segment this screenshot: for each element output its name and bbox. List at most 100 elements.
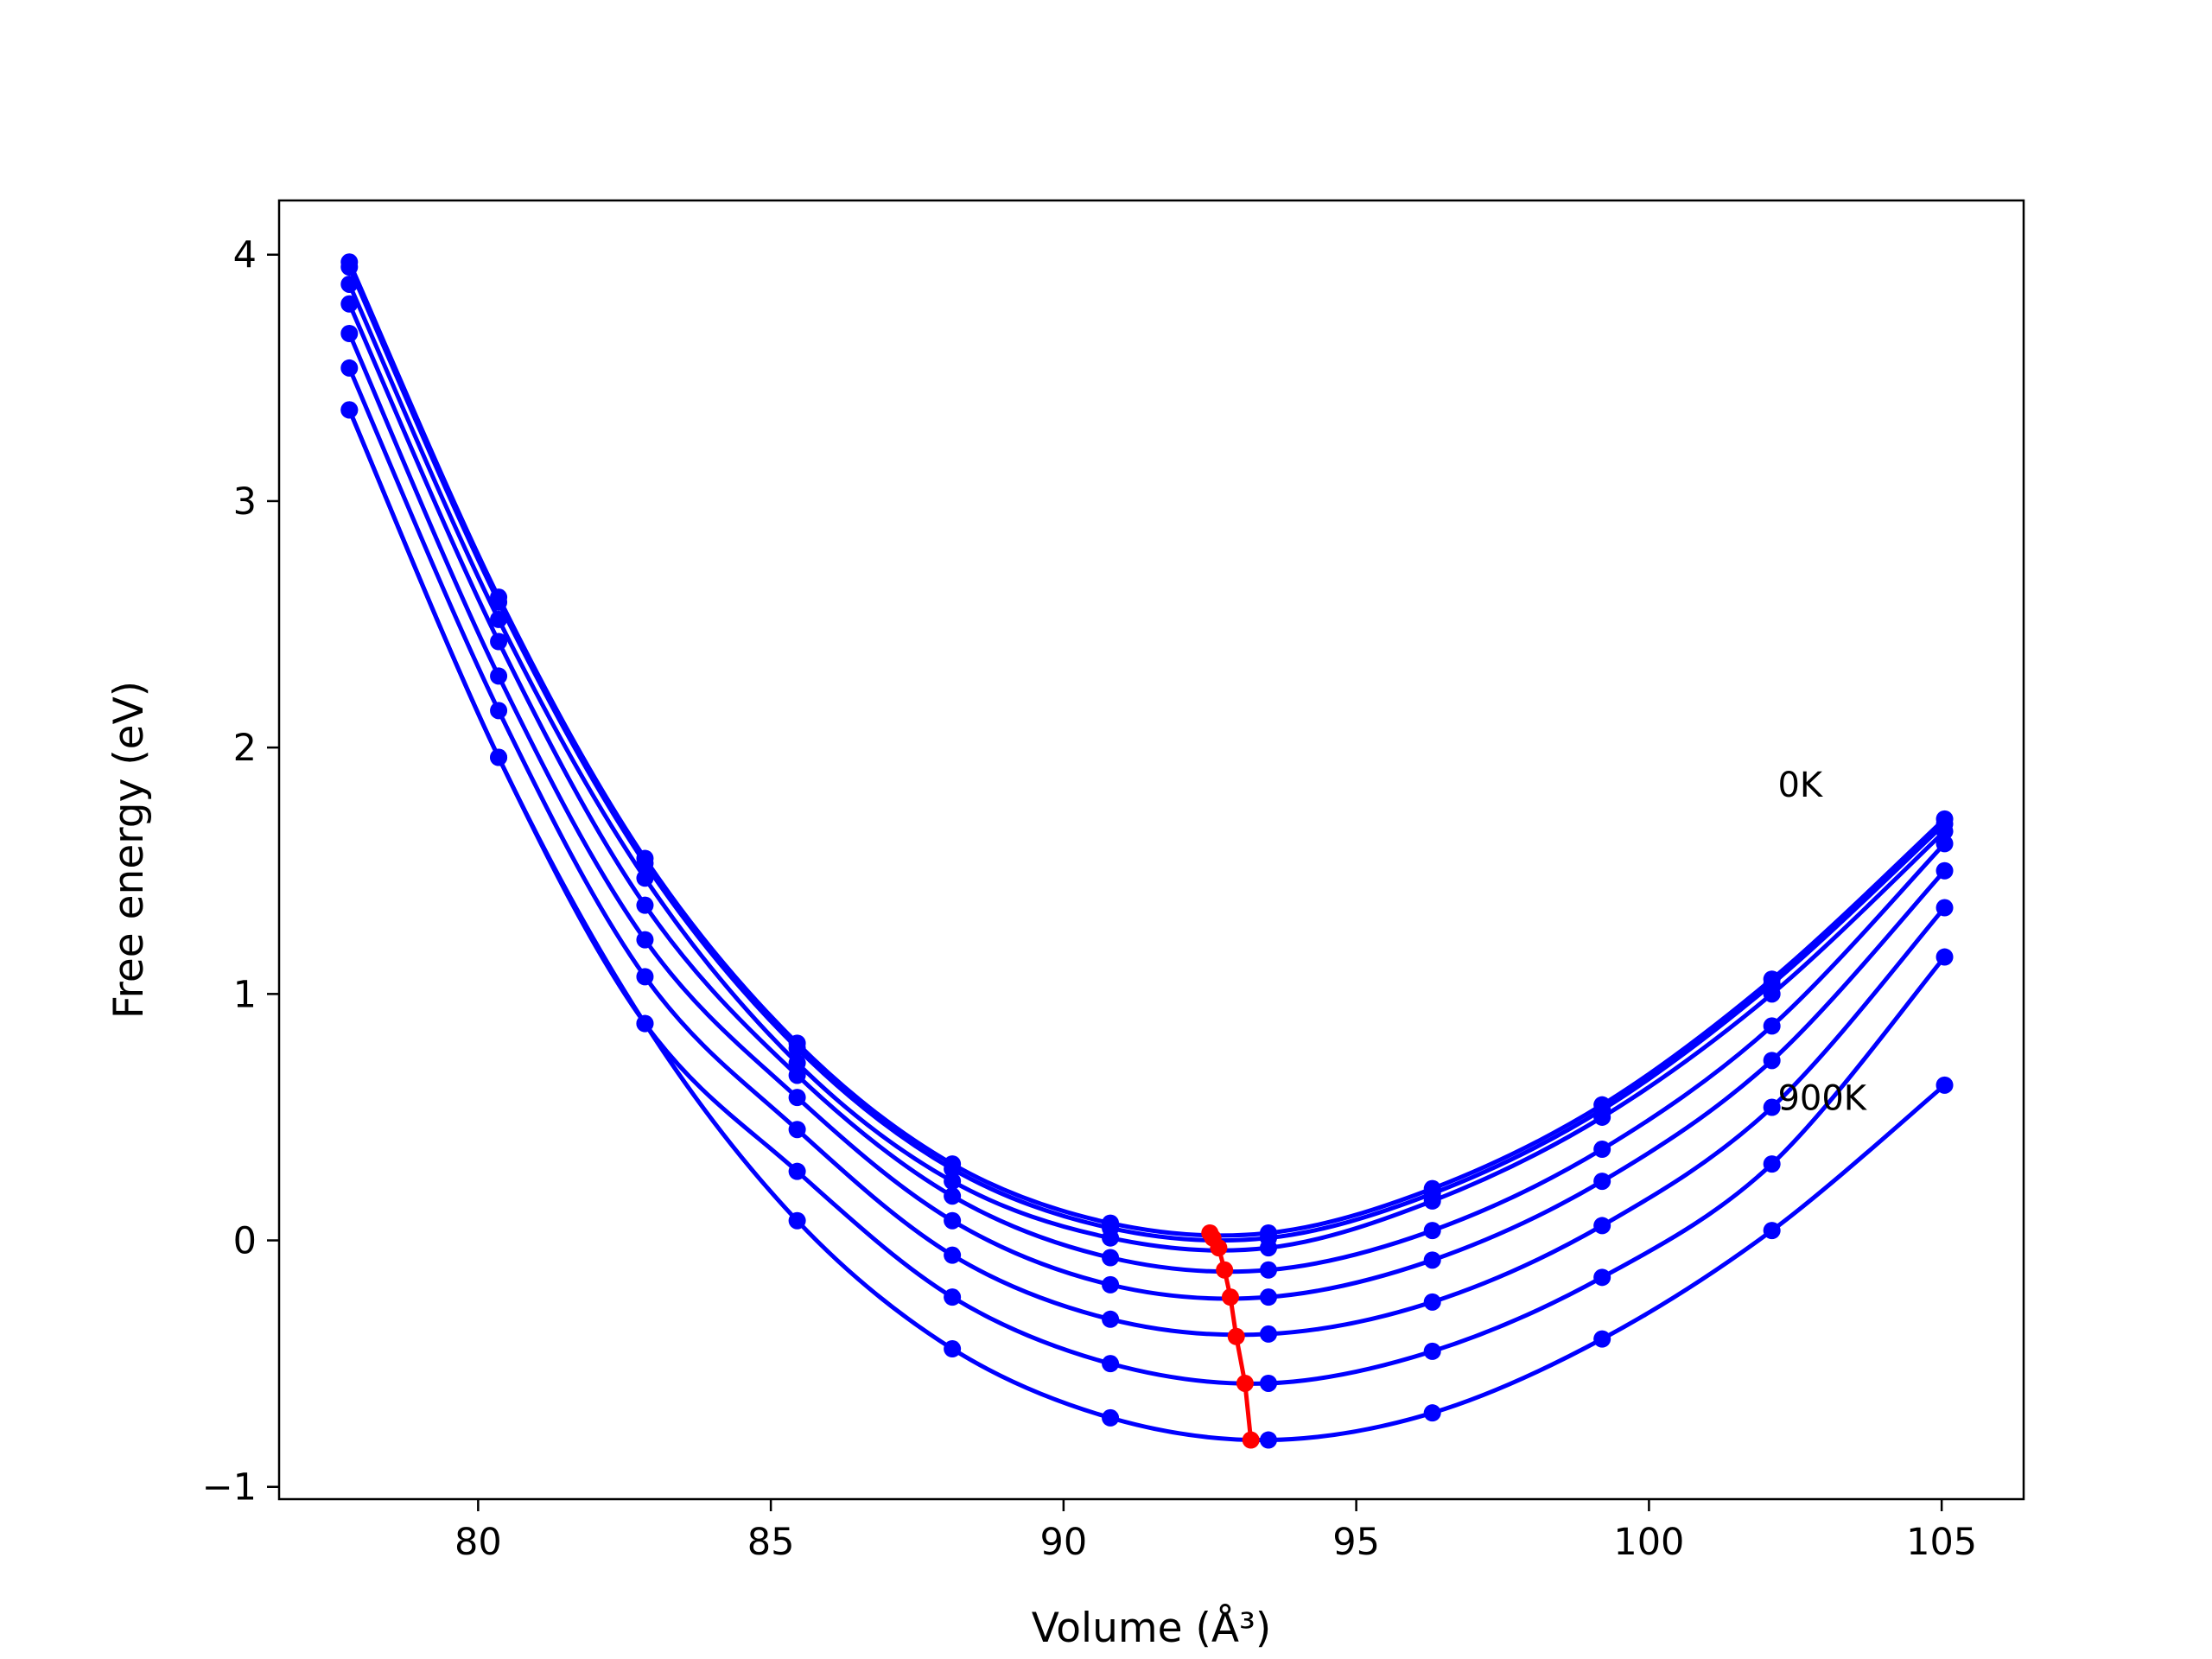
y-tick-label: 4 [233,234,257,277]
data-point [636,1014,654,1033]
data-point [340,359,359,377]
x-axis-label: Volume (Å³) [1032,1605,1271,1652]
data-point [1102,1408,1120,1427]
data-point [1763,1052,1781,1070]
data-point [788,1211,806,1230]
minima-series [1201,1224,1260,1449]
series-line [347,302,1947,1274]
series-5 [340,325,1954,1306]
x-tick-label: 105 [1906,1521,1977,1564]
series-line [347,265,1947,1243]
data-point [490,702,508,720]
y-axis-ticks: −1 0 1 2 3 4 [202,234,279,1510]
series-line [347,409,1947,1443]
y-tick-label: 2 [233,727,257,770]
minima-point [1210,1239,1228,1257]
y-tick-label: 0 [233,1220,257,1263]
data-point [1423,1222,1441,1240]
data-point [944,1288,962,1306]
data-point [636,869,654,887]
data-point [490,667,508,685]
data-point [1763,1222,1781,1240]
data-point [944,1173,962,1191]
annotation-label: 900K [1777,1078,1867,1118]
minima-point [1216,1261,1234,1279]
x-tick-label: 100 [1613,1521,1684,1564]
data-point [788,1039,806,1058]
series-line [347,333,1947,1301]
data-point [1102,1275,1120,1294]
data-point [788,1066,806,1084]
data-point [1593,1330,1611,1348]
x-axis-ticks: 80 85 90 95 100 105 [454,1499,1977,1564]
series-2 [340,258,1954,1247]
series-line [347,283,1947,1253]
data-point [1936,899,1954,917]
data-point [1936,861,1954,880]
data-point [1102,1249,1120,1267]
data-point [788,1121,806,1139]
data-point [788,1162,806,1180]
data-point [490,748,508,766]
data-point [1423,1192,1441,1210]
minima-point [1236,1374,1254,1392]
data-point [1423,1342,1441,1360]
data-point [1593,1108,1611,1126]
data-point [1260,1261,1278,1279]
data-point [340,275,359,293]
y-tick-label: −1 [202,1466,257,1510]
data-point [340,258,359,276]
data-point [1260,1325,1278,1343]
data-point [1102,1229,1120,1247]
data-point [636,931,654,949]
data-point [944,1211,962,1230]
data-point [1593,1217,1611,1235]
series-4 [340,295,1954,1279]
data-point [1260,1431,1278,1449]
data-point [1936,835,1954,853]
data-point [1102,1355,1120,1373]
series-line [347,366,1947,1338]
data-point [490,632,508,651]
data-point [1593,1141,1611,1159]
data-point [788,1089,806,1107]
data-point [944,1160,962,1178]
data-point [788,1054,806,1072]
data-point [1936,948,1954,966]
x-tick-label: 80 [454,1521,502,1564]
data-point [340,401,359,419]
axes-frame [277,199,2025,1501]
data-point [636,855,654,873]
data-point [340,325,359,343]
data-point [944,1246,962,1264]
x-tick-label: 85 [747,1521,795,1564]
series-6 [340,359,1954,1343]
data-point [1260,1239,1278,1257]
y-axis-label: Free energy (eV) [105,681,153,1019]
data-point [1423,1404,1441,1422]
series-line [347,261,1947,1238]
minima-point [1227,1327,1245,1345]
data-point [1936,1076,1954,1094]
data-point [1423,1293,1441,1311]
data-point [1593,1173,1611,1191]
data-point [1763,1098,1781,1116]
x-tick-label: 95 [1332,1521,1380,1564]
data-point [944,1187,962,1205]
data-point [1423,1251,1441,1269]
data-point [1763,1155,1781,1173]
data-point [1260,1288,1278,1306]
data-point [1260,1374,1278,1392]
data-point [636,968,654,986]
data-point [340,295,359,313]
series-3 [340,275,1954,1257]
data-point [490,610,508,628]
minima-point [1221,1288,1239,1306]
y-tick-label: 3 [233,480,257,524]
data-point [944,1340,962,1358]
data-point [1763,1017,1781,1035]
minima-point [1242,1431,1260,1449]
data-point [636,896,654,914]
